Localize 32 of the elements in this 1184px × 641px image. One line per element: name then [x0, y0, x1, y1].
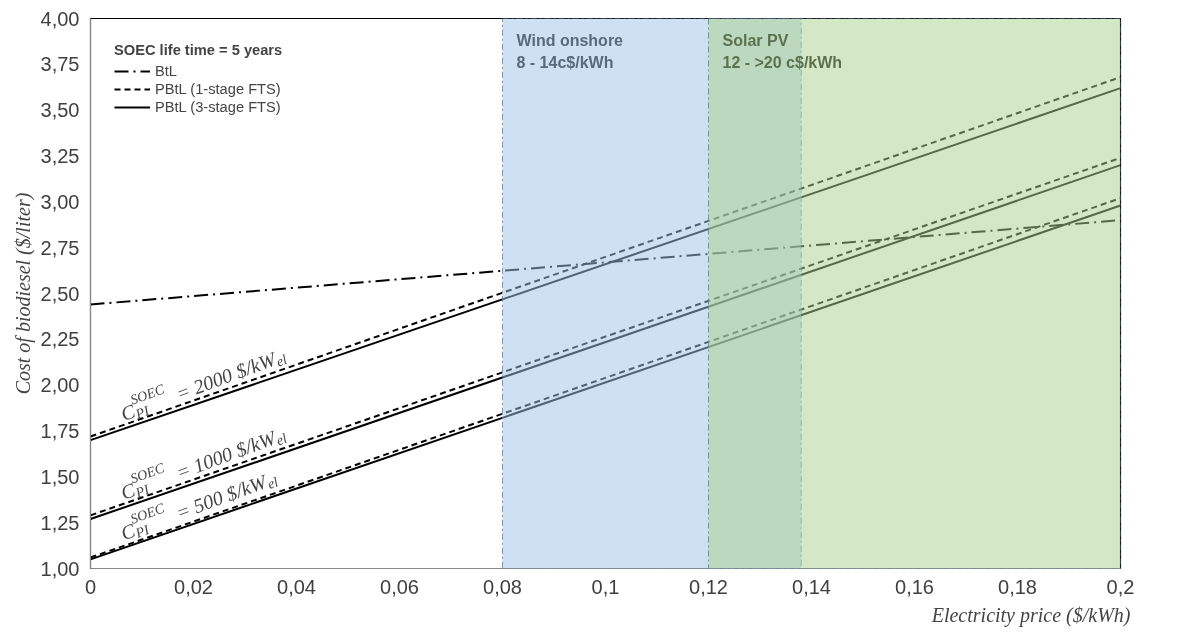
- x-tick-label: 0,1: [591, 575, 620, 598]
- x-tick-label: 0,04: [277, 575, 316, 598]
- y-tick-label: 2,50: [40, 282, 80, 305]
- x-tick-label: 0,12: [689, 575, 728, 598]
- x-tick-label: 0,06: [380, 575, 419, 598]
- y-tick-label: 1,50: [40, 465, 80, 488]
- y-tick-label: 1,25: [40, 511, 80, 534]
- x-tick-label: 0,08: [483, 575, 522, 598]
- x-tick-label: 0,14: [792, 575, 831, 598]
- band-label: Solar PV 12 - >20 c$/kWh: [722, 31, 843, 71]
- x-tick-label: 0,2: [1106, 575, 1135, 598]
- x-tick-label: 0,16: [895, 575, 934, 598]
- y-tick-label: 2,75: [40, 236, 80, 259]
- y-tick-label: 3,75: [40, 53, 80, 76]
- legend-label: PBtL (3-stage FTS): [155, 99, 281, 115]
- y-tick-label: 3,00: [40, 190, 80, 213]
- y-tick-label: 3,25: [40, 145, 80, 167]
- x-tick-label: 0: [84, 575, 97, 598]
- y-axis-title: Cost of biodiesel ($/liter): [11, 192, 35, 395]
- x-tick-label: 0,18: [998, 575, 1037, 598]
- band-label: Wind onshore 8 - 14c$/kWh: [516, 31, 624, 71]
- legend-label: PBtL (1-stage FTS): [155, 81, 281, 97]
- y-tick-label: 3,50: [40, 99, 80, 122]
- y-tick-label: 4,00: [40, 7, 80, 30]
- y-tick-label: 1,00: [40, 557, 80, 580]
- x-axis-title: Electricity price ($/kWh): [930, 603, 1131, 627]
- legend-title: SOEC life time = 5 years: [114, 42, 283, 58]
- y-tick-label: 2,25: [40, 328, 80, 351]
- x-tick-label: 0,02: [174, 575, 213, 598]
- y-tick-label: 1,75: [40, 420, 80, 442]
- y-tick-label: 2,00: [40, 374, 80, 397]
- legend-label: BtL: [155, 63, 177, 79]
